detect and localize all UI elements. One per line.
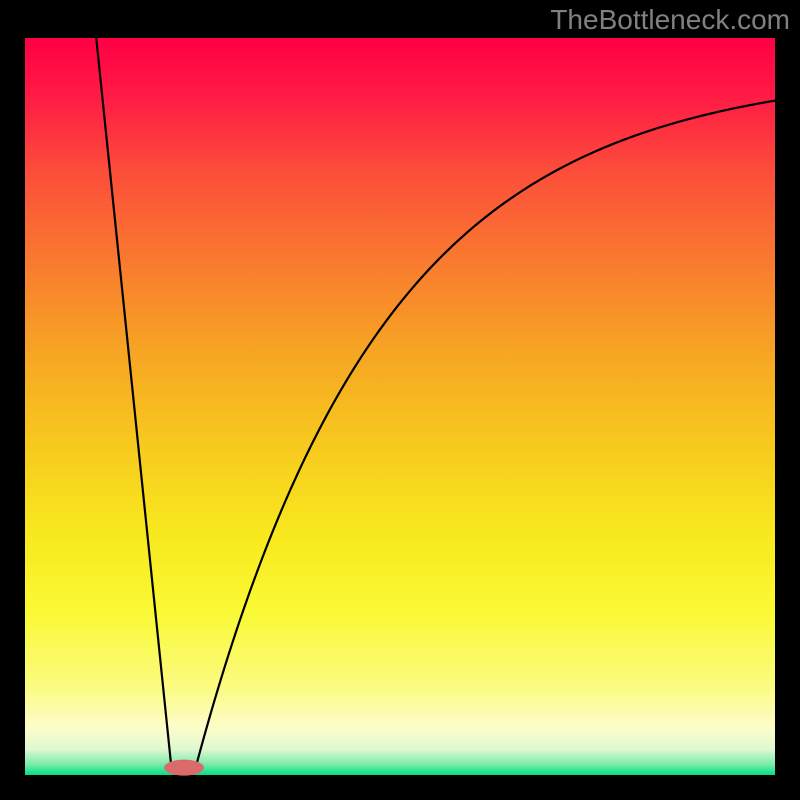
watermark-text: TheBottleneck.com — [550, 4, 790, 36]
bottleneck-chart — [0, 0, 800, 800]
gradient-background — [25, 38, 775, 775]
optimal-point-marker — [164, 760, 204, 776]
